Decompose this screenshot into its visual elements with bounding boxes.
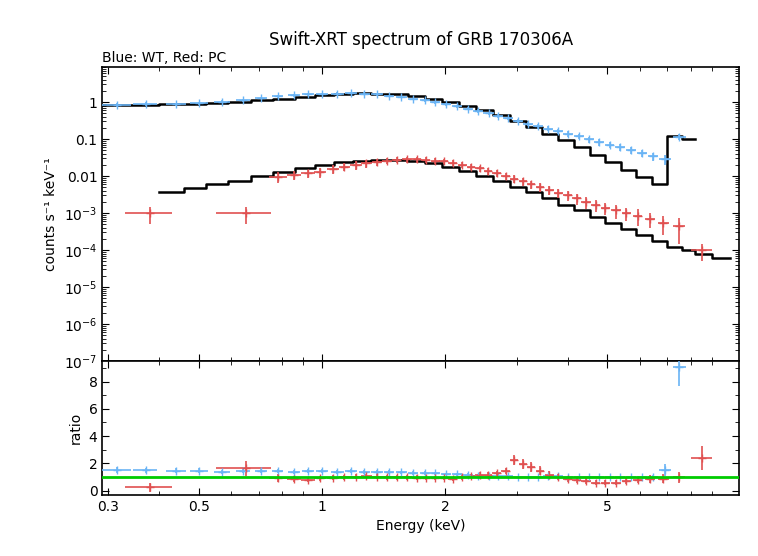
Text: Blue: WT, Red: PC: Blue: WT, Red: PC (102, 51, 227, 65)
Y-axis label: ratio: ratio (69, 412, 83, 444)
Y-axis label: counts s⁻¹ keV⁻¹: counts s⁻¹ keV⁻¹ (45, 157, 58, 271)
Text: Swift-XRT spectrum of GRB 170306A: Swift-XRT spectrum of GRB 170306A (268, 31, 573, 48)
X-axis label: Energy (keV): Energy (keV) (376, 519, 465, 533)
